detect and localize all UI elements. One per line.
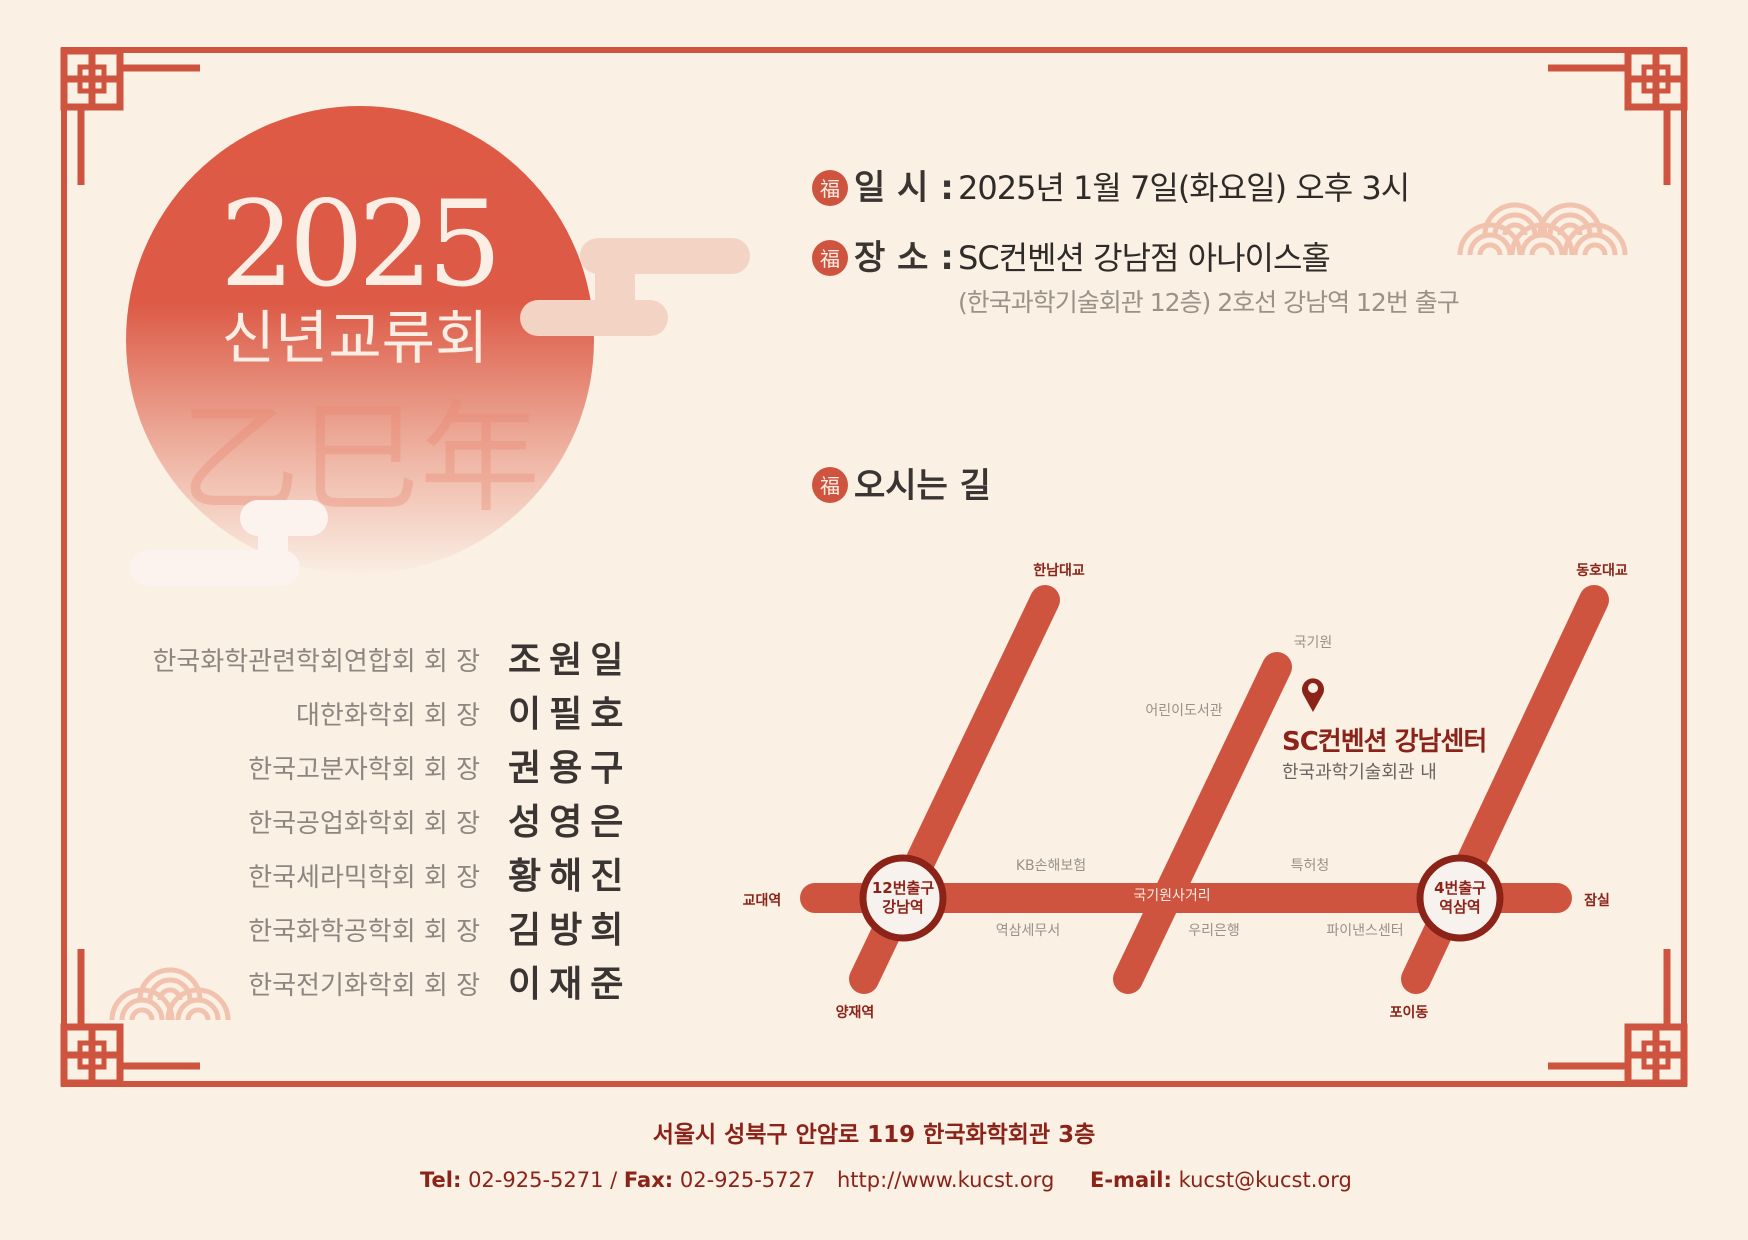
svg-text:福: 福: [820, 474, 840, 498]
map-pin-icon: [1302, 678, 1325, 712]
host-row: 대한화학회 회 장 이필호: [296, 694, 631, 735]
date-label: 일 시 :: [854, 168, 954, 208]
landmark-label: 국기원: [1294, 635, 1333, 651]
footer-email[interactable]: E-mail: kucst@kucst.org: [1090, 1168, 1352, 1192]
station-yeoksam[interactable]: 4번출구 역삼역: [1416, 854, 1504, 942]
label-yangjae: 양재역: [836, 1004, 875, 1021]
landmark-label: 역삼세무서: [996, 923, 1060, 939]
footer: 서울시 성북구 안암로 119 한국화학회관 3층 Tel: 02-925-52…: [420, 1122, 1352, 1192]
fortune-badge-icon: [812, 240, 848, 276]
cloud-ornament: [130, 238, 750, 586]
host-row: 한국세라믹학회 회 장 황해진: [248, 856, 631, 897]
label-dongho: 동호대교: [1576, 563, 1628, 579]
host-name: 권용구: [508, 748, 631, 789]
host-name: 이재준: [508, 964, 631, 1005]
host-org: 대한화학회 회 장: [296, 701, 480, 731]
road-gukkiwon: [1113, 652, 1292, 994]
host-row: 한국화학공학회 회 장 김방희: [248, 910, 631, 951]
host-name: 조원일: [508, 640, 631, 681]
landmark-label: 특허청: [1291, 858, 1330, 874]
label-gyodae: 교대역: [743, 892, 782, 909]
host-name: 이필호: [508, 694, 631, 735]
host-row: 한국전기화학회 회 장 이재준: [248, 964, 631, 1005]
place-label: 장 소 :: [854, 238, 954, 278]
fortune-badge-icon: [812, 170, 848, 206]
hero-title: 신년교류회: [222, 304, 489, 372]
decorative-frame: [64, 47, 1684, 1087]
directions-map: 12번출구 강남역 4번출구 역삼역 한남대교 동호대교 교대역 잠실 양재역 …: [743, 562, 1628, 1021]
hero-sun: 乙巳年 2025 신년교류회: [126, 106, 594, 574]
host-org: 한국화학관련학회연합회 회 장: [153, 647, 481, 677]
host-name: 황해진: [508, 856, 631, 897]
host-org: 한국화학공학회 회 장: [248, 917, 480, 947]
svg-text:福: 福: [820, 177, 840, 201]
footer-website-link[interactable]: http://www.kucst.org: [837, 1168, 1054, 1192]
host-row: 한국공업화학회 회 장 성영은: [248, 802, 631, 843]
host-org: 한국세라믹학회 회 장: [248, 863, 480, 893]
place-value: SC컨벤션 강남점 아나이스홀: [958, 239, 1330, 277]
label-hannam: 한남대교: [1033, 562, 1085, 579]
directions-heading: 오시는 길: [854, 466, 991, 506]
svg-text:강남역: 강남역: [882, 898, 923, 916]
year-watermark: 乙巳年: [180, 390, 540, 529]
host-name: 김방희: [508, 910, 631, 951]
svg-text:역삼역: 역삼역: [1439, 898, 1480, 916]
host-name: 성영은: [508, 802, 631, 843]
footer-address: 서울시 성북구 안암로 119 한국화학회관 3층: [653, 1122, 1096, 1148]
landmark-label: 어린이도서관: [1145, 703, 1222, 719]
footer-contact: Tel: 02-925-5271 / Fax: 02-925-5727: [420, 1168, 815, 1192]
svg-text:4번출구: 4번출구: [1434, 879, 1486, 897]
svg-text:12번출구: 12번출구: [872, 879, 934, 897]
host-row: 한국화학관련학회연합회 회 장 조원일: [153, 640, 631, 681]
host-org: 한국전기화학회 회 장: [248, 971, 480, 1001]
label-jamsil: 잠실: [1584, 892, 1610, 909]
svg-text:福: 福: [820, 247, 840, 271]
label-poi: 포이동: [1390, 1004, 1429, 1021]
landmark-label: 우리은행: [1188, 923, 1240, 939]
landmark-label: 국기원사거리: [1133, 888, 1210, 904]
event-info: 福 일 시 : 2025년 1월 7일(화요일) 오후 3시 福 장 소 : S…: [812, 168, 1460, 506]
venue-name: SC컨벤션 강남센터: [1282, 727, 1486, 757]
hero-year: 2025: [220, 175, 496, 313]
host-org: 한국공업화학회 회 장: [248, 809, 480, 839]
venue-sub: 한국과학기술회관 내: [1282, 762, 1437, 783]
host-row: 한국고분자학회 회 장 권용구: [248, 748, 631, 789]
station-gangnam[interactable]: 12번출구 강남역: [859, 854, 947, 942]
landmark-label: KB손해보험: [1016, 858, 1086, 874]
place-sub: (한국과학기술회관 12층) 2호선 강남역 12번 출구: [958, 288, 1459, 317]
host-org: 한국고분자학회 회 장: [248, 755, 480, 785]
date-value: 2025년 1월 7일(화요일) 오후 3시: [958, 169, 1409, 207]
fortune-badge-icon: [812, 467, 848, 503]
landmark-label: 파이낸스센터: [1326, 923, 1403, 939]
